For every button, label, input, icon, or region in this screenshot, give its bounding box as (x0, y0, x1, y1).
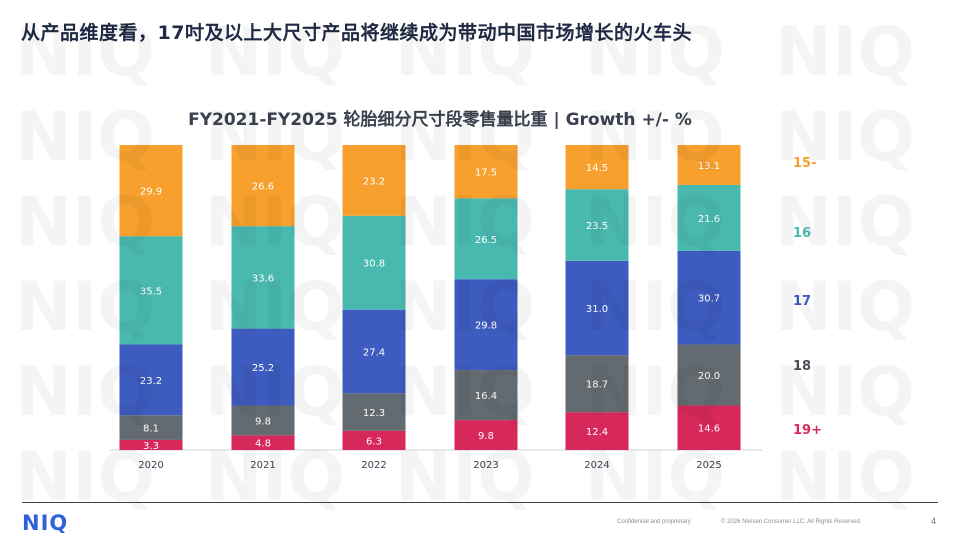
data-label-2021-15-: 26.6 (252, 182, 274, 193)
x-tick-2024: 2024 (584, 460, 609, 471)
data-label-2024-18: 18.7 (586, 380, 608, 391)
data-label-2025-16: 21.6 (698, 214, 720, 225)
bars-group: 3.3 8.1 23.2 35.5 29.9 4.8 9.8 25.2 33.6 26.6 6.3 1… (119, 145, 741, 452)
data-label-2020-18: 8.1 (143, 424, 159, 435)
bar-2022-16 (342, 215, 406, 310)
x-tick-2023: 2023 (473, 460, 498, 471)
bar-2023-17 (454, 279, 518, 371)
x-tick-labels: 2020 2021 2022 2023 2024 2025 (138, 460, 721, 471)
bar-2024-15- (565, 145, 629, 190)
data-label-2024-16: 23.5 (586, 221, 608, 232)
bar-2021-17 (231, 328, 295, 406)
data-label-2024-19+: 12.4 (586, 427, 608, 438)
legend-item-17: 17 (793, 294, 811, 309)
bar-2023-15- (454, 145, 518, 199)
data-label-2023-15-: 17.5 (475, 168, 497, 179)
bar-2025-16 (677, 184, 741, 251)
niq-logo: NIQ (22, 511, 69, 535)
x-tick-2022: 2022 (361, 460, 386, 471)
bar-2021-19+ (231, 435, 295, 450)
data-label-2023-18: 16.4 (475, 391, 497, 402)
data-label-2021-19+: 4.8 (255, 439, 271, 450)
data-label-2025-15-: 13.1 (698, 161, 720, 172)
bar-2020-18 (119, 415, 183, 440)
data-label-2023-17: 29.8 (475, 321, 497, 332)
data-label-2020-15-: 29.9 (140, 187, 162, 198)
x-tick-2025: 2025 (696, 460, 721, 471)
bar-2023-18 (454, 370, 518, 421)
legend: 19+ 18 17 16 15- (793, 156, 822, 438)
bar-2023-16 (454, 198, 518, 280)
bar-2022-19+ (342, 430, 406, 450)
data-label-2021-17: 25.2 (252, 363, 274, 374)
data-label-2023-16: 26.5 (475, 235, 497, 246)
bar-2020-15- (119, 145, 183, 237)
copyright-label: © 2026 Nielsen Consumer LLC. All Rights … (721, 519, 862, 525)
bar-2025-18 (677, 344, 741, 406)
bar-2020-19+ (119, 439, 183, 450)
bar-2020-17 (119, 344, 183, 416)
data-label-2021-18: 9.8 (255, 416, 271, 427)
bar-2025-15- (677, 145, 741, 185)
bar-2025-19+ (677, 405, 741, 450)
data-label-2024-17: 31.0 (586, 304, 608, 315)
data-label-2025-19+: 14.6 (698, 424, 720, 435)
bar-2021-15- (231, 145, 295, 227)
data-label-2025-18: 20.0 (698, 371, 720, 382)
x-tick-2021: 2021 (250, 460, 275, 471)
legend-item-16: 16 (793, 226, 811, 241)
bar-2022-15- (342, 145, 406, 216)
bar-2021-18 (231, 405, 295, 436)
data-label-2024-15-: 14.5 (586, 163, 608, 174)
bar-2022-18 (342, 393, 406, 431)
bar-2024-19+ (565, 412, 629, 450)
chart-title: FY2021-FY2025 轮胎细分尺寸段零售量比重 | Growth +/- … (188, 109, 692, 130)
data-label-2023-19+: 9.8 (478, 431, 494, 442)
x-tick-2020: 2020 (138, 460, 163, 471)
data-label-2020-19+: 3.3 (143, 441, 159, 452)
data-label-2025-17: 30.7 (698, 294, 720, 305)
data-label-2022-16: 30.8 (363, 259, 385, 270)
data-label-2022-18: 12.3 (363, 408, 385, 419)
data-label-2020-16: 35.5 (140, 286, 162, 297)
data-label-2021-16: 33.6 (252, 273, 274, 284)
bar-2024-17 (565, 260, 629, 356)
data-label-2022-19+: 6.3 (366, 436, 382, 447)
bar-2022-17 (342, 309, 406, 394)
slide-headline: 从产品维度看，17吋及以上大尺寸产品将继续成为带动中国市场增长的火车头 (21, 22, 692, 44)
bar-2021-16 (231, 226, 295, 329)
footer-divider (22, 502, 938, 503)
bar-2020-16 (119, 236, 183, 345)
bar-2024-18 (565, 355, 629, 413)
data-label-2022-15-: 23.2 (363, 176, 385, 187)
bar-2025-17 (677, 250, 741, 345)
data-label-2020-17: 23.2 (140, 376, 162, 387)
confidential-label: Confidential and proprietary (617, 519, 691, 525)
legend-item-19+: 19+ (793, 423, 822, 438)
bar-2024-16 (565, 189, 629, 261)
bar-2023-19+ (454, 420, 518, 450)
legend-item-18: 18 (793, 359, 811, 374)
legend-item-15-: 15- (793, 156, 817, 171)
data-label-2022-17: 27.4 (363, 347, 385, 358)
page-number: 4 (931, 516, 937, 526)
